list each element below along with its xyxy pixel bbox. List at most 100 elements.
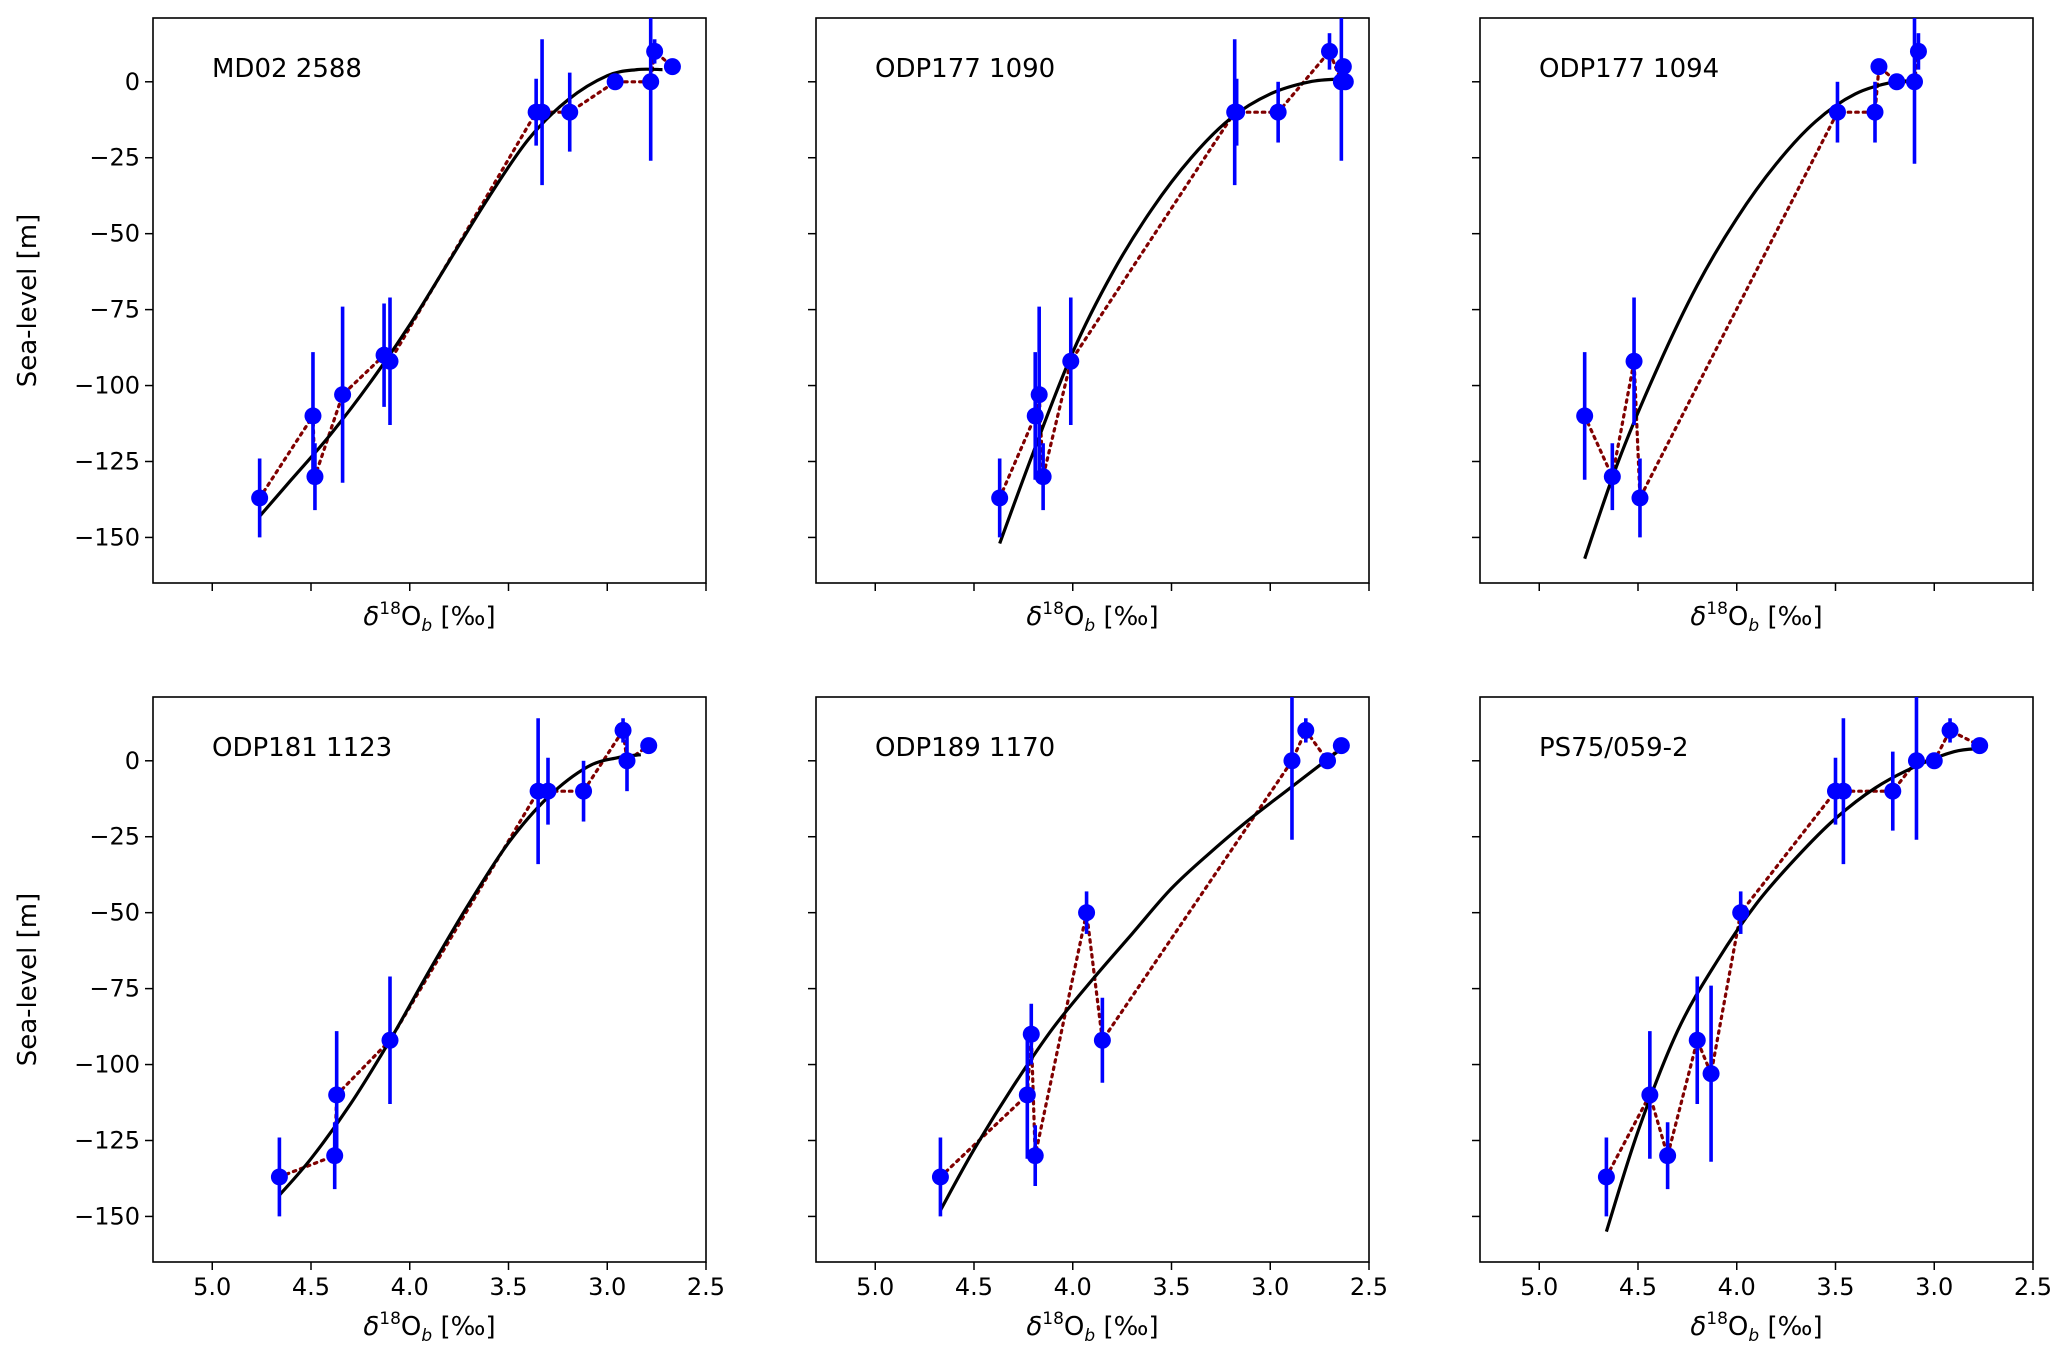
x-axis-label-part: [‰] xyxy=(1095,1312,1158,1342)
x-axis-label-part: O xyxy=(401,1312,421,1342)
x-tick-label: 4.5 xyxy=(955,1273,993,1301)
data-point xyxy=(328,1086,346,1104)
plot-content xyxy=(1597,697,1989,1233)
x-axis-label-part: O xyxy=(1064,602,1084,632)
x-tick-label: 4.5 xyxy=(1619,1273,1657,1301)
panel-title: MD02 2588 xyxy=(212,54,362,84)
dotted-connector-line xyxy=(258,48,675,500)
x-axis-label-part: b xyxy=(421,1326,432,1346)
x-axis-label-part: [‰] xyxy=(1759,1312,1822,1342)
data-point xyxy=(539,782,557,800)
data-point xyxy=(1062,352,1080,370)
x-axis-label-part: O xyxy=(1064,1312,1084,1342)
data-point xyxy=(606,73,624,91)
chart-panel: 5.0 4.5 4.0 3.5 3.0 2.5 0 −25 −50 −75 −100 −125 −150… xyxy=(13,696,725,1346)
data-point xyxy=(663,58,681,76)
x-tick-label: 3.5 xyxy=(1816,1273,1854,1301)
x-tick-label: 4.0 xyxy=(1054,1273,1092,1301)
dotted-connector-line xyxy=(998,48,1347,500)
x-axis-label-part: [‰] xyxy=(432,602,495,632)
x-axis-label-part: δ xyxy=(1690,1312,1706,1342)
dotted-connector-line xyxy=(938,727,1343,1179)
x-axis-label-part: O xyxy=(401,602,421,632)
x-axis-label-part: [‰] xyxy=(1759,602,1822,632)
x-axis-label: δ18Ob [‰] xyxy=(1690,1309,1822,1346)
data-point xyxy=(1093,1031,1111,1049)
plot-content xyxy=(1576,18,1927,560)
plot-frame xyxy=(815,17,1370,584)
x-tick-label: 2.5 xyxy=(687,1273,725,1301)
data-point xyxy=(1925,752,1943,770)
data-point xyxy=(646,42,664,60)
chart-panel: 5.0 4.5 4.0 3.5 3.0 2.5 ODP189 1170 δ18Ob [‰] xyxy=(808,696,1388,1346)
panel-title: ODP177 1094 xyxy=(1539,54,1719,84)
panel-title: ODP177 1090 xyxy=(875,54,1055,84)
data-point xyxy=(575,782,593,800)
dotted-connector-line xyxy=(1604,728,1982,1179)
data-point xyxy=(1641,1086,1659,1104)
data-point xyxy=(1631,489,1649,507)
data-point xyxy=(642,73,660,91)
x-axis-label-part: δ xyxy=(363,602,379,632)
data-point xyxy=(1834,782,1852,800)
data-point xyxy=(1659,1147,1677,1165)
plot-content xyxy=(251,18,681,538)
x-tick-label: 3.0 xyxy=(1251,1273,1289,1301)
data-point xyxy=(1228,103,1246,121)
x-axis-label-part: b xyxy=(421,616,432,636)
dotted-connector-line xyxy=(1583,49,1921,505)
data-point xyxy=(1597,1168,1615,1186)
data-point xyxy=(1732,904,1750,922)
dotted-connector-line xyxy=(277,725,651,1179)
x-tick-label: 3.0 xyxy=(1915,1273,1953,1301)
data-point xyxy=(1941,721,1959,739)
x-axis-label-part: 18 xyxy=(1706,599,1728,619)
data-point xyxy=(304,407,322,425)
panel-title: ODP181 1123 xyxy=(212,733,392,763)
fit-curve xyxy=(998,77,1344,545)
data-point xyxy=(640,737,658,755)
x-axis-label-part: b xyxy=(1084,616,1095,636)
y-tick-label: −50 xyxy=(89,220,140,248)
plot-content xyxy=(931,697,1350,1217)
chart-panel: 5.0 4.5 4.0 3.5 3.0 2.5 PS75/059-2 δ18Ob [‰] xyxy=(1472,696,2052,1346)
x-axis-label: δ18Ob [‰] xyxy=(1690,599,1822,636)
data-point xyxy=(381,1031,399,1049)
data-point xyxy=(533,103,551,121)
y-tick-label: −125 xyxy=(74,1126,140,1154)
plot-frame xyxy=(152,17,707,584)
data-point xyxy=(1297,721,1315,739)
x-tick-label: 4.0 xyxy=(391,1273,429,1301)
x-axis-label: δ18Ob [‰] xyxy=(363,599,495,636)
y-tick-label: −50 xyxy=(89,899,140,927)
x-axis-label-part: O xyxy=(1728,1312,1748,1342)
x-tick-label: 3.0 xyxy=(588,1273,626,1301)
x-tick-label: 5.0 xyxy=(193,1273,231,1301)
plot-content xyxy=(991,18,1354,545)
data-point xyxy=(1884,782,1902,800)
data-point xyxy=(1034,468,1052,486)
x-axis-label: δ18Ob [‰] xyxy=(1026,1309,1158,1346)
data-point xyxy=(1026,407,1044,425)
x-axis-label-part: b xyxy=(1084,1326,1095,1346)
x-axis-label-part: 18 xyxy=(379,599,401,619)
data-point xyxy=(1866,103,1884,121)
x-axis-label-part: δ xyxy=(1690,602,1706,632)
y-tick-label: 0 xyxy=(125,68,140,96)
data-point xyxy=(381,352,399,370)
data-point xyxy=(614,721,632,739)
x-tick-label: 2.5 xyxy=(2014,1273,2052,1301)
x-tick-label: 4.5 xyxy=(292,1273,330,1301)
y-axis-label: Sea-level [m] xyxy=(13,893,43,1067)
x-axis-label-part: 18 xyxy=(1706,1309,1728,1329)
panel-title: PS75/059-2 xyxy=(1539,733,1689,763)
x-tick-label: 3.5 xyxy=(1152,1273,1190,1301)
data-point xyxy=(931,1168,949,1186)
chart-panel: 0 −25 −50 −75 −100 −125 −150 MD02 2588 δ18Ob [‰]… xyxy=(13,17,707,636)
y-axis-label: Sea-level [m] xyxy=(13,214,43,388)
plot-frame xyxy=(1479,696,2034,1263)
data-point xyxy=(1269,103,1287,121)
data-point xyxy=(1907,752,1925,770)
panel-title: ODP189 1170 xyxy=(875,733,1055,763)
